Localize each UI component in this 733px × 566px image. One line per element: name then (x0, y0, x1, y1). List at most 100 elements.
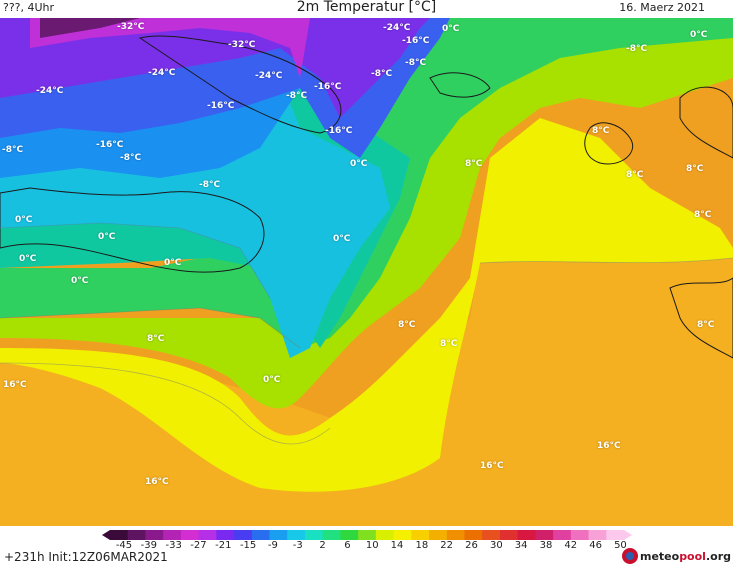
temperature-label: 0°C (71, 276, 89, 286)
colorbar-tick-label: -39 (140, 540, 157, 551)
temperature-label: 8°C (697, 320, 715, 330)
forecast-date: 16. Maerz 2021 (619, 1, 705, 14)
colorbar-segment (340, 530, 359, 540)
coastline-britain (584, 122, 633, 165)
colorbar-segment (553, 530, 572, 540)
isotherm-line (0, 222, 271, 299)
colorbar-ticks: -45 -39 -33 -27 -21 -15 -9 -3 2 6 10 14 18 22 26 30 34 38… (102, 540, 632, 552)
isotherm-line (0, 362, 331, 445)
colorbar-segment (304, 530, 324, 540)
colorbar-segment (287, 530, 306, 540)
temperature-label: 0°C (350, 159, 368, 169)
violet-zone (0, 18, 430, 118)
coastline-iceland (429, 72, 491, 98)
colorbar-tick-label: -3 (292, 540, 303, 551)
colorbar-segment (446, 530, 465, 540)
colorbar-segment (163, 530, 182, 540)
colorbar-segment (180, 530, 200, 540)
temperature-label: 16°C (597, 441, 621, 451)
forecast-hour-label: ???, 4Uhr (3, 1, 55, 14)
yellow-zone (0, 118, 733, 492)
temperature-label: 8°C (440, 339, 458, 349)
temperature-label: -8°C (405, 58, 427, 68)
colorbar-segment (464, 530, 483, 540)
colorbar-segment (216, 530, 235, 540)
colorbar-tick-label: 38 (539, 540, 553, 551)
colorbar-tick-label: 22 (440, 540, 454, 551)
temperature-label: 0°C (19, 254, 37, 264)
header: ???, 4Uhr 2m Temperatur [°C] 16. Maerz 2… (0, 0, 733, 18)
colorbar-tick-label: 30 (489, 540, 503, 551)
colorbar-segment (110, 530, 129, 540)
isotherm-line (479, 257, 733, 264)
colorbar-segment (429, 530, 448, 540)
colorbar-tick-label: -33 (165, 540, 182, 551)
colorbar-arrow-left (102, 530, 110, 540)
orange-zone (0, 248, 733, 526)
colorbar-tick-label: 18 (415, 540, 429, 551)
colorbar-tick-label: -27 (190, 540, 207, 551)
colorbar-tick-label: 42 (564, 540, 578, 551)
colorbar-segment (145, 530, 164, 540)
temperature-label: 0°C (98, 232, 116, 242)
colorbar-segment (234, 530, 253, 540)
colorbar-segment (570, 530, 590, 540)
colorbar-tick-label: 34 (514, 540, 528, 551)
temperature-label: 0°C (15, 215, 33, 225)
temperature-label: -8°C (626, 44, 648, 54)
colorbar-tick-label: -21 (215, 540, 232, 551)
colorbar-segment (411, 530, 430, 540)
colorbar-segment (535, 530, 554, 540)
colorbar (102, 530, 632, 540)
colorbar-segment (251, 530, 271, 540)
colorbar-tick-label: 10 (365, 540, 379, 551)
colorbar-tick-label: 14 (390, 540, 404, 551)
footer: -45 -39 -33 -27 -21 -15 -9 -3 2 6 10 14 18 22 26 30 34 38… (0, 526, 733, 566)
colorbar-tick-label: -45 (115, 540, 133, 551)
colorbar-segment (322, 530, 341, 540)
colorbar-segment (517, 530, 536, 540)
colorbar-tick-label: 46 (589, 540, 602, 551)
temperature-label: -8°C (286, 91, 308, 101)
colorbar-segment (393, 530, 412, 540)
temperature-label: -16°C (325, 126, 353, 136)
temperature-label: 16°C (480, 461, 504, 471)
coastline-canada (0, 187, 265, 273)
temperature-label: -16°C (314, 82, 342, 92)
temperature-label: 8°C (626, 170, 644, 180)
temperature-label: -24°C (255, 71, 283, 81)
temperature-label: -8°C (371, 69, 393, 79)
colorbar-segment (482, 530, 501, 540)
colorbar-segment (127, 530, 146, 540)
meteopool-logo[interactable]: meteopool.org (621, 547, 731, 565)
temperature-label: 8°C (465, 159, 483, 169)
isotherm-line (0, 307, 301, 349)
colorbar-segment (499, 530, 519, 540)
colorbar-segment (269, 530, 288, 540)
temperature-field (0, 18, 733, 526)
temperature-label: -16°C (96, 140, 124, 150)
temperature-label: 16°C (145, 477, 169, 487)
temperature-map: -32°C -32°C -24°C -24°C -24°C -24°C -16°C -16°C… (0, 18, 733, 526)
colorbar-segment (606, 530, 625, 540)
temperature-label: -16°C (207, 101, 235, 111)
colorbar-arrow-right (624, 530, 632, 540)
temperature-label: -32°C (117, 22, 145, 32)
run-info: +231h Init:12Z06MAR2021 (4, 550, 168, 564)
colorbar-tick-label: 26 (465, 540, 478, 551)
temperature-label: 0°C (442, 24, 460, 34)
colorbar-segment (358, 530, 377, 540)
temperature-label: 8°C (686, 164, 704, 174)
temperature-label: 8°C (147, 334, 165, 344)
temperature-label: 8°C (592, 126, 610, 136)
logo-text-meteo: meteo (639, 549, 680, 563)
temperature-label: 0°C (333, 234, 351, 244)
colorbar-tick-label: 50 (614, 540, 627, 551)
yellow-green-zone (0, 18, 733, 409)
logo-text-pool: pool (679, 549, 706, 563)
logo-text: meteopool.org (640, 550, 731, 563)
temperature-label: -24°C (383, 23, 411, 33)
colorbar-segment (375, 530, 395, 540)
coastline-scandinavia (679, 86, 733, 159)
temperature-label: -24°C (36, 86, 64, 96)
